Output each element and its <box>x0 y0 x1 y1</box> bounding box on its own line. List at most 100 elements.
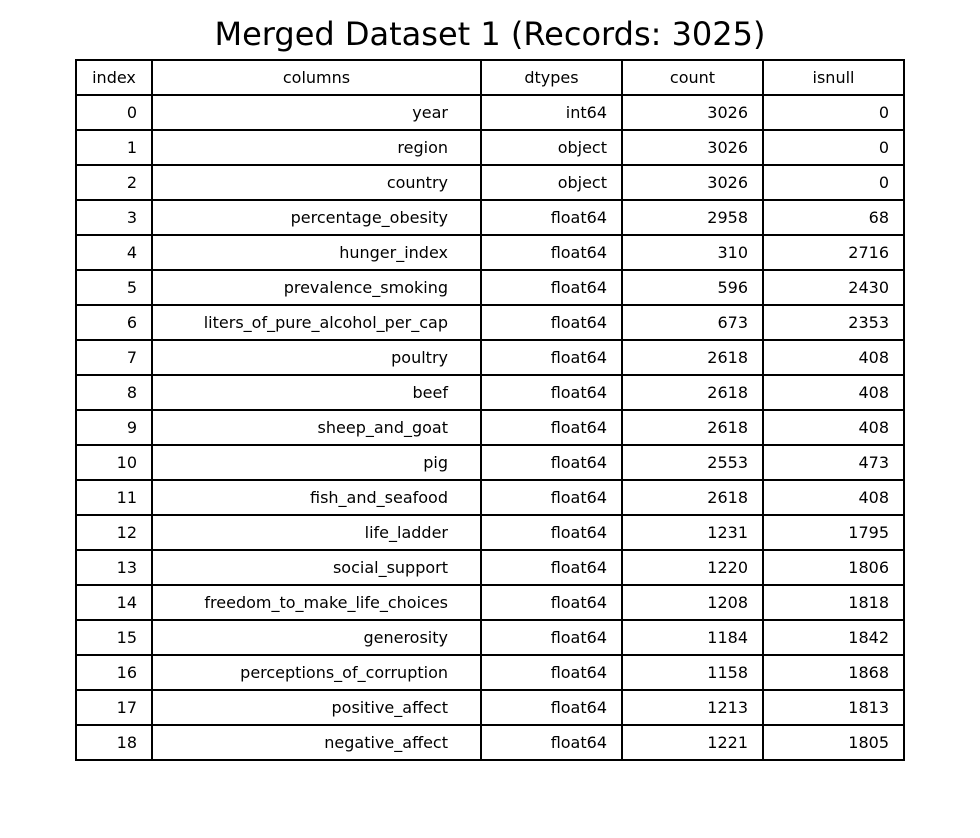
header-columns: columns <box>151 59 482 96</box>
table-body: 0 year int64 3026 0 1 region object 3026 0 2 countr… <box>75 94 905 761</box>
table-row: 11 fish_and_seafood float64 2618 408 <box>75 479 905 516</box>
cell-index: 12 <box>75 514 153 551</box>
cell-count: 1213 <box>621 689 764 726</box>
cell-index: 1 <box>75 129 153 166</box>
cell-dtypes: float64 <box>480 689 623 726</box>
cell-columns: sheep_and_goat <box>151 409 482 446</box>
table-row: 5 prevalence_smoking float64 596 2430 <box>75 269 905 306</box>
cell-dtypes: float64 <box>480 199 623 236</box>
cell-isnull: 0 <box>762 129 905 166</box>
cell-columns: generosity <box>151 619 482 656</box>
cell-index: 17 <box>75 689 153 726</box>
cell-columns: country <box>151 164 482 201</box>
header-index: index <box>75 59 153 96</box>
cell-count: 2553 <box>621 444 764 481</box>
cell-index: 9 <box>75 409 153 446</box>
cell-count: 2618 <box>621 374 764 411</box>
cell-index: 18 <box>75 724 153 761</box>
table-row: 17 positive_affect float64 1213 1813 <box>75 689 905 726</box>
table-row: 9 sheep_and_goat float64 2618 408 <box>75 409 905 446</box>
table-row: 12 life_ladder float64 1231 1795 <box>75 514 905 551</box>
cell-index: 5 <box>75 269 153 306</box>
cell-isnull: 408 <box>762 339 905 376</box>
cell-dtypes: float64 <box>480 549 623 586</box>
cell-columns: perceptions_of_corruption <box>151 654 482 691</box>
cell-index: 13 <box>75 549 153 586</box>
cell-count: 2618 <box>621 409 764 446</box>
cell-columns: hunger_index <box>151 234 482 271</box>
cell-index: 16 <box>75 654 153 691</box>
cell-isnull: 1842 <box>762 619 905 656</box>
cell-index: 3 <box>75 199 153 236</box>
cell-isnull: 68 <box>762 199 905 236</box>
cell-dtypes: float64 <box>480 374 623 411</box>
cell-isnull: 0 <box>762 94 905 131</box>
cell-isnull: 408 <box>762 374 905 411</box>
cell-columns: social_support <box>151 549 482 586</box>
table-row: 3 percentage_obesity float64 2958 68 <box>75 199 905 236</box>
cell-isnull: 1805 <box>762 724 905 761</box>
cell-isnull: 1818 <box>762 584 905 621</box>
cell-index: 6 <box>75 304 153 341</box>
table-row: 16 perceptions_of_corruption float64 1158 18… <box>75 654 905 691</box>
cell-isnull: 2716 <box>762 234 905 271</box>
cell-count: 3026 <box>621 129 764 166</box>
table-row: 13 social_support float64 1220 1806 <box>75 549 905 586</box>
table-row: 1 region object 3026 0 <box>75 129 905 166</box>
cell-count: 1208 <box>621 584 764 621</box>
cell-columns: negative_affect <box>151 724 482 761</box>
cell-columns: life_ladder <box>151 514 482 551</box>
cell-index: 7 <box>75 339 153 376</box>
cell-columns: poultry <box>151 339 482 376</box>
cell-dtypes: float64 <box>480 234 623 271</box>
cell-dtypes: object <box>480 129 623 166</box>
cell-dtypes: float64 <box>480 269 623 306</box>
cell-count: 2618 <box>621 339 764 376</box>
table-row: 18 negative_affect float64 1221 1805 <box>75 724 905 761</box>
cell-isnull: 1806 <box>762 549 905 586</box>
cell-count: 3026 <box>621 164 764 201</box>
cell-count: 3026 <box>621 94 764 131</box>
data-table: index columns dtypes count isnull 0 year i… <box>75 59 905 761</box>
cell-dtypes: float64 <box>480 479 623 516</box>
cell-dtypes: float64 <box>480 619 623 656</box>
cell-columns: fish_and_seafood <box>151 479 482 516</box>
table-row: 15 generosity float64 1184 1842 <box>75 619 905 656</box>
cell-isnull: 2430 <box>762 269 905 306</box>
cell-isnull: 2353 <box>762 304 905 341</box>
cell-dtypes: float64 <box>480 654 623 691</box>
cell-columns: pig <box>151 444 482 481</box>
cell-index: 2 <box>75 164 153 201</box>
cell-columns: percentage_obesity <box>151 199 482 236</box>
cell-count: 2618 <box>621 479 764 516</box>
cell-isnull: 1813 <box>762 689 905 726</box>
cell-columns: region <box>151 129 482 166</box>
table-row: 0 year int64 3026 0 <box>75 94 905 131</box>
table-row: 6 liters_of_pure_alcohol_per_cap float64 67… <box>75 304 905 341</box>
cell-index: 8 <box>75 374 153 411</box>
cell-columns: year <box>151 94 482 131</box>
cell-index: 4 <box>75 234 153 271</box>
table-row: 14 freedom_to_make_life_choices float64 120… <box>75 584 905 621</box>
cell-isnull: 1868 <box>762 654 905 691</box>
cell-dtypes: float64 <box>480 584 623 621</box>
cell-count: 310 <box>621 234 764 271</box>
cell-count: 1158 <box>621 654 764 691</box>
cell-columns: freedom_to_make_life_choices <box>151 584 482 621</box>
table-title: Merged Dataset 1 (Records: 3025) <box>214 15 766 53</box>
table-row: 10 pig float64 2553 473 <box>75 444 905 481</box>
header-dtypes: dtypes <box>480 59 623 96</box>
table-row: 4 hunger_index float64 310 2716 <box>75 234 905 271</box>
cell-index: 0 <box>75 94 153 131</box>
cell-columns: prevalence_smoking <box>151 269 482 306</box>
cell-columns: beef <box>151 374 482 411</box>
table-row: 8 beef float64 2618 408 <box>75 374 905 411</box>
cell-count: 1220 <box>621 549 764 586</box>
cell-isnull: 408 <box>762 409 905 446</box>
table-row: 2 country object 3026 0 <box>75 164 905 201</box>
cell-count: 1221 <box>621 724 764 761</box>
cell-columns: positive_affect <box>151 689 482 726</box>
header-count: count <box>621 59 764 96</box>
cell-count: 2958 <box>621 199 764 236</box>
cell-dtypes: object <box>480 164 623 201</box>
